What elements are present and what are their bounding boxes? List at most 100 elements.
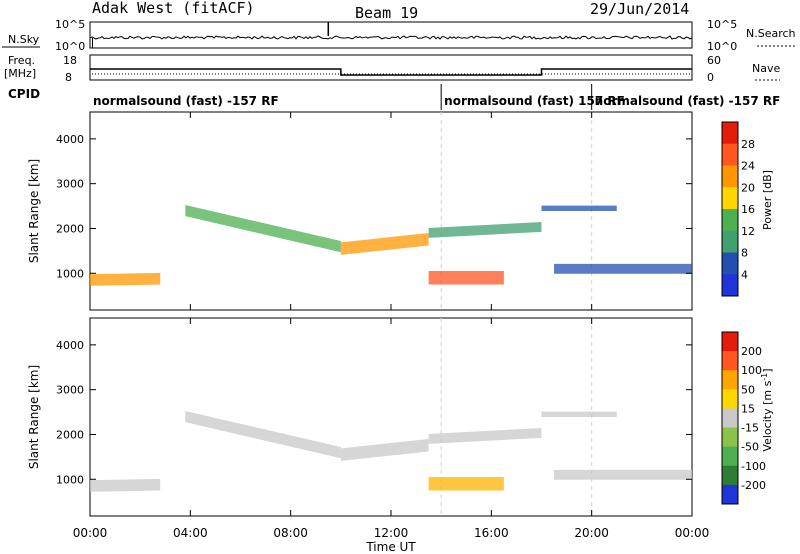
noise-right-label: N.Search: [746, 27, 796, 40]
x-tick-label: 20:00: [574, 526, 609, 540]
colorbar-frame: [721, 331, 739, 505]
echo-region: [90, 478, 161, 492]
echo-region: [428, 271, 504, 285]
cpid-segment: normalsound (fast) -157 RF: [93, 94, 279, 108]
colorbar-tick-label: 50: [741, 383, 755, 396]
colorbar-tick-label: -50: [741, 441, 759, 454]
colorbar-segment: [722, 187, 738, 210]
colorbar-segment: [722, 252, 738, 275]
x-tick-label: 08:00: [273, 526, 308, 540]
y-tick-label: 1000: [56, 267, 84, 280]
cpid-segment: normalsound (fast) 157 RF: [444, 94, 625, 108]
velocity-colorbar-label: Velocity [m s-1]: [760, 368, 775, 451]
colorbar-segment: [722, 408, 738, 429]
noise-panel-frame: [89, 21, 693, 49]
x-tick-label: 00:00: [73, 526, 108, 540]
colorbar-tick-label: 200: [741, 345, 762, 358]
date-label: 29/Jun/2014: [590, 0, 689, 18]
echo-region: [340, 232, 429, 255]
xlabel: Time UT: [365, 540, 416, 554]
noise-left-tick-bottom: 10^0: [55, 40, 85, 53]
colorbar-tick-label: 28: [741, 138, 755, 151]
cpid-label: CPID: [8, 87, 40, 101]
colorbar-tick-label: 4: [741, 268, 748, 281]
beam-label: Beam 19: [355, 4, 418, 22]
freq-right-label: Nave: [752, 62, 780, 75]
echo-region: [90, 272, 161, 286]
echo-region: [185, 410, 341, 459]
echo-region: [428, 221, 542, 238]
noise-sky-trace: [89, 35, 693, 40]
echo-region: [541, 411, 617, 417]
colorbar-tick-label: 20: [741, 181, 755, 194]
colorbar-segment: [722, 209, 738, 232]
noise-left-label: N.Sky: [8, 33, 40, 46]
velocity-ylabel: Slant Range [km]: [27, 365, 41, 469]
velocity-panel: 1000 2000 3000 4000: [56, 318, 693, 516]
echo-region: [554, 469, 692, 480]
x-tick-label: 16:00: [474, 526, 509, 540]
y-tick-label: 2000: [56, 428, 84, 441]
colorbar-segment: [722, 165, 738, 188]
colorbar-segment: [722, 143, 738, 166]
freq-trace: [90, 68, 692, 76]
colorbar-tick-label: 100: [741, 364, 762, 377]
freq-right-tick-bottom: 0: [707, 71, 714, 84]
y-tick-label: 3000: [56, 384, 84, 397]
colorbar-tick-label: -100: [741, 460, 766, 473]
colorbar-tick-label: -200: [741, 479, 766, 492]
colorbar-segment: [722, 389, 738, 409]
colorbar-tick-label: 24: [741, 160, 755, 173]
x-tick-label: 12:00: [374, 526, 409, 540]
echo-region: [554, 263, 692, 274]
y-tick-label: 1000: [56, 473, 84, 486]
colorbar-tick-label: 16: [741, 203, 755, 216]
freq-left-unit: [MHz]: [4, 67, 36, 80]
power-colorbar: 28 24 20 16 12 8 4: [721, 121, 755, 297]
freq-left-tick-bottom: 8: [65, 71, 72, 84]
noise-right-tick-bottom: 10^0: [707, 40, 737, 53]
velocity-colorbar: 200 100 50 15 -15 -50 -100 -200: [721, 331, 766, 505]
colorbar-segment: [722, 484, 738, 505]
colorbar-segment: [722, 351, 738, 371]
power-ylabel: Slant Range [km]: [27, 159, 41, 263]
colorbar-segment: [722, 230, 738, 253]
freq-right-tick-top: 60: [707, 54, 721, 67]
noise-left-tick-top: 10^5: [55, 18, 85, 31]
y-tick-label: 4000: [56, 133, 84, 146]
colorbar-tick-label: 12: [741, 225, 755, 238]
echo-region: [340, 438, 429, 461]
x-tick-label: 04:00: [173, 526, 208, 540]
colorbar-tick-label: 8: [741, 247, 748, 260]
colorbar-segment: [722, 332, 738, 352]
colorbar-segment: [722, 274, 738, 297]
freq-panel-frame: [89, 54, 693, 81]
colorbar-tick-label: -15: [741, 422, 759, 435]
colorbar-segment: [722, 465, 738, 486]
noise-right-tick-top: 10^5: [707, 18, 737, 31]
freq-left-label: Freq.: [8, 54, 35, 67]
echo-region: [185, 204, 341, 253]
cpid-row: normalsound (fast) -157 RF normalsound (f…: [93, 84, 780, 110]
freq-left-tick-top: 18: [63, 54, 77, 67]
colorbar-segment: [722, 427, 738, 448]
colorbar-tick-label: 15: [741, 402, 755, 415]
echo-region: [428, 477, 504, 491]
y-tick-label: 3000: [56, 178, 84, 191]
noise-traces: [89, 22, 693, 48]
colorbar-segment: [722, 122, 738, 145]
echo-region: [428, 427, 542, 444]
echo-region: [541, 205, 617, 211]
x-axis: 00:00 04:00 08:00 12:00 16:00 20:00 00:00: [73, 526, 710, 540]
x-tick-label: 00:00: [675, 526, 710, 540]
y-tick-label: 2000: [56, 222, 84, 235]
figure-title: Adak West (fitACF): [92, 0, 255, 17]
power-colorbar-label: Power [dB]: [761, 170, 774, 230]
colorbar-segment: [722, 446, 738, 467]
power-panel: 1000 2000 3000 4000: [56, 112, 693, 310]
y-tick-label: 4000: [56, 339, 84, 352]
colorbar-frame: [721, 121, 739, 297]
colorbar-segment: [722, 370, 738, 390]
cpid-segment: normalsound (fast) -157 RF: [595, 94, 781, 108]
